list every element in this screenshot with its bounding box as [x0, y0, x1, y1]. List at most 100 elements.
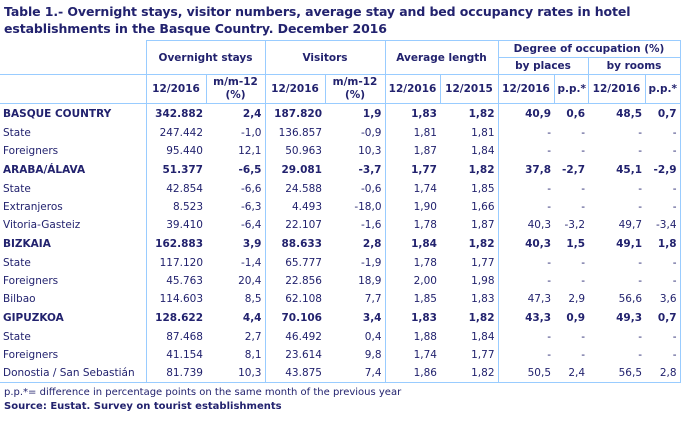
- cell: -6,3: [241, 201, 262, 213]
- cell: 1,82: [468, 238, 495, 250]
- cell: -: [497, 198, 555, 216]
- table-row: State 42.854 -6,6 24.588 -0,6 1,74 1,85- - - -: [0, 180, 681, 198]
- table-row: Donostia / San Sebastián 81.739 10,3 43.875…: [0, 364, 681, 383]
- cell: 45.763: [145, 272, 206, 290]
- cell: -6,5: [238, 164, 262, 176]
- table-row: Foreigners 45.763 20,4 22.856 18,9 2,00 1,98- -…: [0, 272, 681, 290]
- cell: 2,4: [242, 108, 262, 120]
- cell: 65.777: [264, 254, 325, 272]
- cell: 8,1: [244, 349, 262, 361]
- cell: -: [645, 346, 681, 364]
- row-label: State: [3, 127, 31, 139]
- row-label: ARABA/ÁLAVA: [3, 164, 86, 176]
- subheader-6: 12/2016: [497, 74, 555, 104]
- cell: 46.492: [264, 328, 325, 346]
- cell: 9,8: [364, 349, 382, 361]
- cell: 3,9: [242, 238, 262, 250]
- cell: 247.442: [145, 124, 206, 142]
- table-row: BASQUE COUNTRY 342.882 2,4 187.820 1,9 1,83 1,…: [0, 103, 681, 124]
- cell: 1,82: [440, 364, 499, 383]
- subheader-3: m/m-12 (%): [324, 74, 386, 104]
- cell: 0,7: [645, 308, 681, 328]
- cell: 2,8: [645, 364, 681, 383]
- header-visitors: Visitors: [264, 40, 386, 75]
- cell: 24.588: [264, 180, 325, 198]
- cell: 117.120: [145, 254, 206, 272]
- cell: 187.820: [264, 103, 325, 124]
- corner-cell: [0, 74, 147, 104]
- data-table: Overnight stays Visitors Average length …: [0, 40, 681, 383]
- source-note: Source: Eustat. Survey on tourist establ…: [4, 401, 282, 412]
- cell: 1,81: [471, 127, 495, 139]
- cell: 4.493: [264, 198, 325, 216]
- cell: 1,83: [471, 293, 495, 305]
- cell: 162.883: [145, 234, 206, 254]
- table-row: State 117.120 -1,4 65.777 -1,9 1,78 1,77- - - -: [0, 254, 681, 272]
- cell: 7,7: [364, 293, 382, 305]
- cell: -0,6: [361, 183, 382, 195]
- cell: 70.106: [264, 308, 325, 328]
- row-label: Bilbao: [3, 293, 36, 305]
- cell: 49,1: [616, 238, 643, 250]
- cell: 95.440: [145, 142, 206, 160]
- cell: -: [638, 275, 643, 287]
- header-by-places: by places: [497, 57, 589, 75]
- cell: -: [581, 331, 586, 343]
- cell: 1,74: [384, 346, 440, 364]
- cell: 2,8: [362, 238, 382, 250]
- cell: 51.377: [145, 160, 206, 180]
- cell: 2,7: [244, 331, 262, 343]
- cell: 1,85: [384, 290, 440, 308]
- cell: 1,88: [384, 328, 440, 346]
- cell: 40,3: [497, 234, 555, 254]
- cell: 50.963: [264, 142, 325, 160]
- cell: -3,2: [564, 219, 586, 231]
- cell: 1,84: [471, 331, 495, 343]
- table-row: Vitoria-Gasteiz 39.410 -6,4 22.107 -1,6 1,78 1…: [0, 216, 681, 234]
- cell: -: [581, 349, 586, 361]
- cell: 1,9: [362, 108, 382, 120]
- cell: -: [581, 127, 586, 139]
- cell: 0,4: [364, 331, 382, 343]
- cell: 40,3: [497, 216, 555, 234]
- cell: 1,83: [384, 103, 440, 124]
- header-degree-occupation: Degree of occupation (%): [497, 40, 681, 58]
- cell: 1,90: [384, 198, 440, 216]
- row-label: BASQUE COUNTRY: [3, 108, 112, 120]
- cell: 56,6: [618, 293, 643, 305]
- subheader-7: p.p.*: [553, 74, 589, 104]
- cell: 23.614: [264, 346, 325, 364]
- subheader-8: 12/2016: [587, 74, 646, 104]
- cell: -1,0: [241, 127, 262, 139]
- row-label: Foreigners: [3, 145, 59, 157]
- table-row: State 247.442 -1,0 136.857 -0,9 1,81 1,81- - - -: [0, 124, 681, 142]
- cell: 7,4: [325, 364, 385, 383]
- row-label: Foreigners: [3, 275, 59, 287]
- cell: -3,4: [645, 216, 681, 234]
- table-row: State 87.468 2,7 46.492 0,4 1,88 1,84- - - -: [0, 328, 681, 346]
- cell: -: [581, 183, 586, 195]
- cell: 114.603: [145, 290, 206, 308]
- cell: 43,3: [497, 308, 555, 328]
- cell: -0,9: [361, 127, 382, 139]
- row-label: Vitoria-Gasteiz: [3, 219, 81, 231]
- cell: 62.108: [264, 290, 325, 308]
- cell: 0,6: [566, 108, 586, 120]
- subheader-2: 12/2016: [264, 74, 326, 104]
- cell: -: [638, 183, 643, 195]
- cell: 1,87: [471, 219, 495, 231]
- cell: -: [645, 198, 681, 216]
- table-row: GIPUZKOA 128.622 4,4 70.106 3,4 1,83 1,82 43,3 0…: [0, 308, 681, 328]
- cell: -: [497, 142, 555, 160]
- cell: -3,7: [358, 164, 382, 176]
- cell: 2,4: [554, 364, 589, 383]
- cell: 1,98: [471, 275, 495, 287]
- cell: -18,0: [354, 201, 382, 213]
- cell: 12,1: [238, 145, 262, 157]
- row-label: BIZKAIA: [3, 238, 51, 250]
- cell: 48,5: [616, 108, 643, 120]
- row-label: State: [3, 257, 31, 269]
- cell: -: [497, 272, 555, 290]
- table-row: BIZKAIA 162.883 3,9 88.633 2,8 1,84 1,82 40,3 1,…: [0, 234, 681, 254]
- cell: 1,78: [384, 254, 440, 272]
